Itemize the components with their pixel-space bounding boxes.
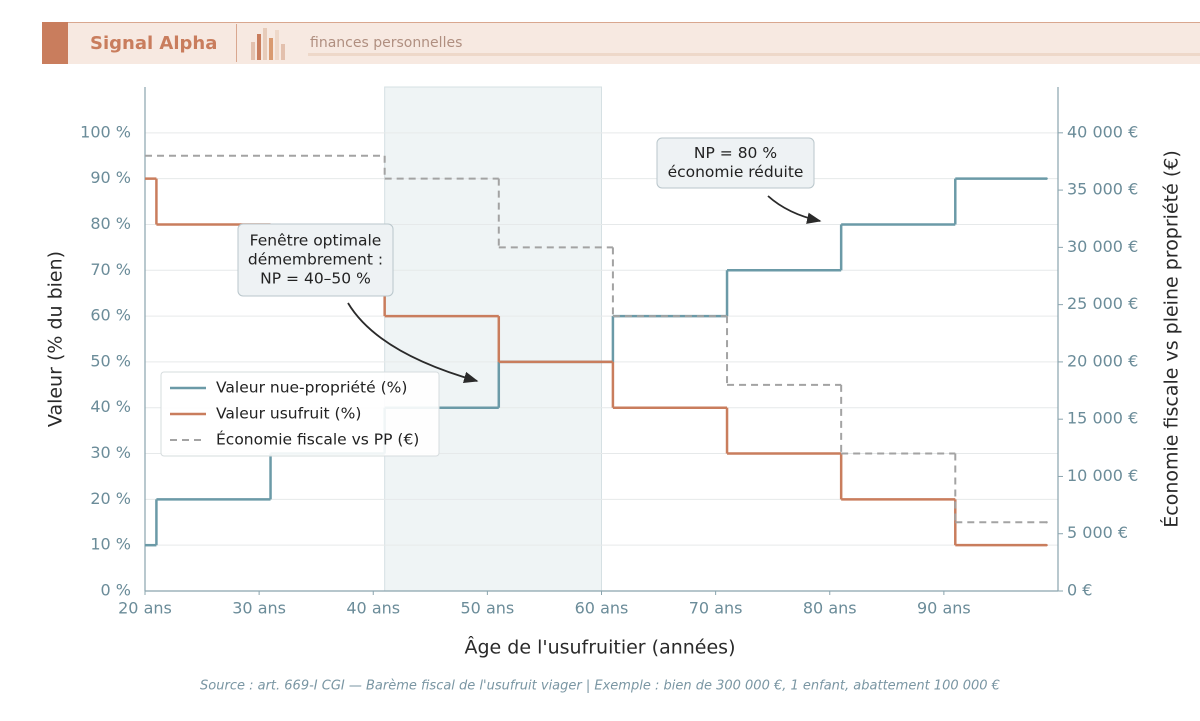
x-tick-label: 30 ans [232, 599, 286, 618]
y-tick-label: 50 % [90, 351, 131, 370]
y2-tick-label: 15 000 € [1067, 409, 1138, 428]
y2-tick-label: 35 000 € [1067, 180, 1138, 199]
annotation-box [656, 137, 815, 189]
legend-label: Valeur nue-propriété (%) [216, 379, 407, 397]
y-tick-label: 80 % [90, 214, 131, 233]
brand: Signal Alpha [90, 33, 217, 54]
legend-label: Économie fiscale vs PP (€) [216, 430, 419, 449]
x-tick-label: 40 ans [346, 599, 400, 618]
header: Signal Alpha finances personnelles [42, 22, 1200, 64]
header-bar [42, 22, 1200, 64]
step-end [1045, 543, 1048, 547]
annotation-text: NP = 40–50 % [260, 270, 371, 288]
y-tick-label: 30 % [90, 443, 131, 462]
y-tick-label: 90 % [90, 168, 131, 187]
y2-tick-label: 10 000 € [1067, 466, 1138, 485]
annotation-box [237, 223, 394, 297]
divider [236, 24, 237, 62]
annotation-text: économie réduite [668, 163, 804, 181]
y2-tick-label: 0 € [1067, 581, 1092, 600]
y-tick-label: 10 % [90, 535, 131, 554]
annotation-text: NP = 80 % [694, 144, 777, 162]
y-tick-label: 100 % [80, 122, 131, 141]
legend-label: Valeur usufruit (%) [216, 405, 361, 423]
y-tick-label: 60 % [90, 306, 131, 325]
brand-block [42, 22, 68, 64]
header-border [42, 22, 1200, 23]
y2-tick-label: 25 000 € [1067, 294, 1138, 313]
step-end [1045, 177, 1048, 180]
x-tick-label: 90 ans [917, 599, 971, 618]
annotation-text: Fenêtre optimale [250, 232, 382, 250]
y2-tick-label: 40 000 € [1067, 122, 1138, 141]
x-tick-label: 80 ans [803, 599, 857, 618]
x-tick-label: 50 ans [461, 599, 515, 618]
tagline: finances personnelles [310, 35, 462, 51]
logo-icon [251, 28, 285, 60]
legend: Valeur nue-propriété (%) Valeur usufruit … [160, 371, 440, 457]
y-axis-label: Valeur (% du bien) [45, 251, 67, 427]
x-tick-label: 20 ans [118, 599, 172, 618]
y-tick-label: 40 % [90, 397, 131, 416]
y-tick-label: 0 % [101, 581, 131, 600]
step-end [1045, 521, 1048, 524]
legend-box [160, 371, 440, 457]
annotation-arrow [347, 302, 479, 384]
annotation-arrow [767, 195, 822, 224]
y2-tick-label: 30 000 € [1067, 237, 1138, 256]
x-tick-label: 70 ans [689, 599, 743, 618]
source: Source : art. 669-I CGI — Barème fiscal … [200, 679, 1000, 694]
y2-tick-label: 20 000 € [1067, 351, 1138, 370]
y-tick-label: 70 % [90, 260, 131, 279]
x-axis-label: Âge de l'usufruitier (années) [465, 636, 736, 659]
y-tick-label: 20 % [90, 489, 131, 508]
tagline-rule [308, 53, 1200, 56]
y2-tick-label: 5 000 € [1067, 523, 1128, 542]
y2-axis-label: Économie fiscale vs pleine propriété (€) [1160, 150, 1183, 528]
annotation-text: démembrement : [248, 251, 383, 269]
annotation: NP = 80 %économie réduite [656, 137, 822, 224]
highlight-band [384, 86, 602, 592]
x-tick-label: 60 ans [575, 599, 629, 618]
